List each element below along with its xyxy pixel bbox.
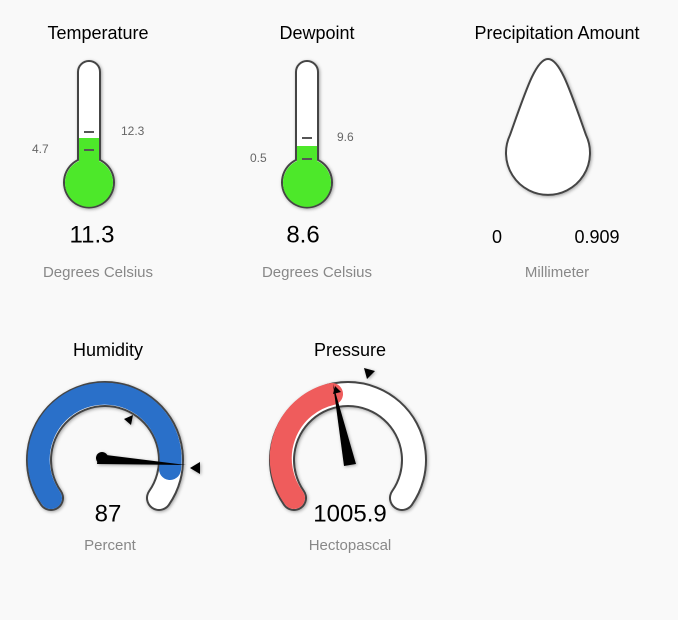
rain-drop [505,57,591,196]
gauge [26,381,200,511]
pressure-widget: Pressure 1005.9 Hectopascal [269,340,427,554]
dewpoint-widget: Dewpoint 0.5 9.6 8.6 Degrees Celsius [250,23,372,281]
value: 11.3 [70,221,115,248]
temperature-widget: Temperature 4.7 12.3 11.3 Degrees Celsiu… [32,23,153,281]
thermometer [281,60,333,209]
unit: Degrees Celsius [43,264,153,281]
max-label: 0.909 [574,227,619,247]
min-label: 0.5 [250,151,267,165]
value: 1005.9 [313,500,386,527]
widget-title: Pressure [314,340,386,360]
min-label: 0 [492,227,502,247]
unit: Degrees Celsius [262,264,372,281]
unit: Percent [84,537,137,554]
unit: Millimeter [525,264,589,281]
min-label: 4.7 [32,142,49,156]
precipitation-widget: Precipitation Amount 0 0.909 Millimeter [474,23,639,281]
widget-title: Temperature [47,23,148,43]
humidity-widget: Humidity 87 Percent [26,340,200,554]
widget-title: Precipitation Amount [474,23,639,43]
gauge [269,368,427,511]
value: 87 [95,500,122,527]
unit: Hectopascal [309,537,392,554]
widget-title: Humidity [73,340,143,360]
widget-title: Dewpoint [279,23,354,43]
thermometer [63,60,115,209]
value: 8.6 [286,221,319,248]
max-label: 9.6 [337,130,354,144]
max-label: 12.3 [121,124,145,138]
